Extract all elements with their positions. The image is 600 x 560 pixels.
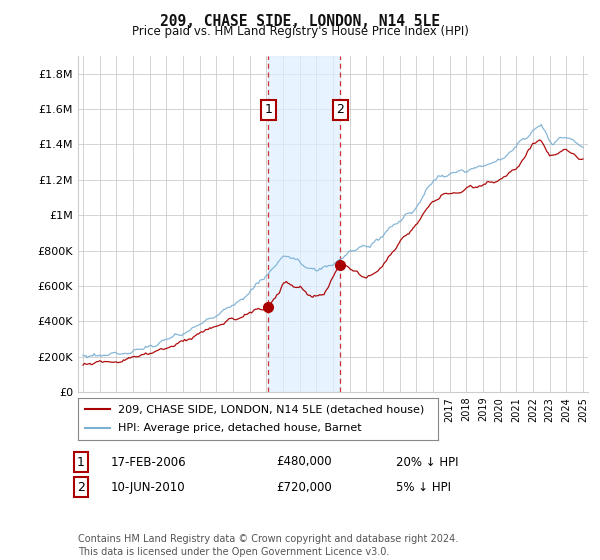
Text: 10-JUN-2010: 10-JUN-2010: [111, 480, 185, 494]
Text: 5% ↓ HPI: 5% ↓ HPI: [396, 480, 451, 494]
Text: Contains HM Land Registry data © Crown copyright and database right 2024.
This d: Contains HM Land Registry data © Crown c…: [78, 534, 458, 557]
Bar: [268, 56, 340, 392]
Text: 2: 2: [337, 104, 344, 116]
Text: £480,000: £480,000: [276, 455, 332, 469]
Text: 1: 1: [77, 455, 85, 469]
Text: 209, CHASE SIDE, LONDON, N14 5LE (detached house): 209, CHASE SIDE, LONDON, N14 5LE (detach…: [118, 404, 424, 414]
Text: HPI: Average price, detached house, Barnet: HPI: Average price, detached house, Barn…: [118, 423, 361, 433]
Text: Price paid vs. HM Land Registry's House Price Index (HPI): Price paid vs. HM Land Registry's House …: [131, 25, 469, 38]
Text: 1: 1: [265, 104, 272, 116]
Text: 2: 2: [77, 480, 85, 494]
Text: 20% ↓ HPI: 20% ↓ HPI: [396, 455, 458, 469]
Text: 17-FEB-2006: 17-FEB-2006: [111, 455, 187, 469]
Text: £720,000: £720,000: [276, 480, 332, 494]
Text: 209, CHASE SIDE, LONDON, N14 5LE: 209, CHASE SIDE, LONDON, N14 5LE: [160, 14, 440, 29]
